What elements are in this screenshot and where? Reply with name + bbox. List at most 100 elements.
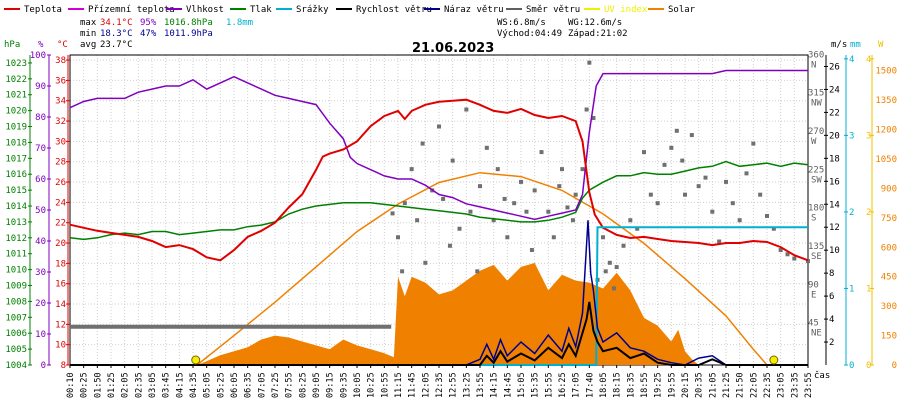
wind-direction-point: [765, 213, 769, 218]
ms-tick-label: 26: [829, 62, 840, 72]
x-tick-label: 23:55: [804, 372, 814, 398]
legend-item-vlhkost: Vlhkost: [166, 5, 224, 15]
legend-label-prizemni-teplota: Přízemní teplota: [88, 5, 175, 15]
wind-direction-point: [648, 192, 653, 197]
x-tick-label: 20:35: [695, 372, 705, 398]
degc-tick-label: 14: [55, 300, 66, 310]
x-tick-label: 02:05: [121, 372, 131, 398]
legend-item-srazky: Srážky: [276, 5, 329, 15]
x-tick-label: 18:15: [613, 372, 623, 398]
hpa-tick-label: 1016: [5, 170, 27, 180]
wind-direction-point: [744, 171, 749, 176]
hpa-tick-label: 1008: [5, 297, 27, 307]
wind-direction-point: [669, 145, 674, 150]
dir-tick-label: 45: [808, 319, 819, 329]
wind-direction-point: [415, 218, 420, 223]
x-tick-label: 12:05: [421, 372, 431, 398]
wind-direction-point: [642, 150, 646, 155]
pct-tick-label: 10: [35, 330, 46, 340]
dir-compass-label: S: [811, 214, 816, 224]
x-tick-label: 20:15: [681, 372, 691, 398]
solar-tick-label: 300: [881, 302, 897, 312]
legend-item-uv-index: UV index: [584, 5, 648, 15]
dir-tick-label: 135: [808, 242, 824, 252]
wind-direction-point: [573, 192, 578, 197]
wind-direction-point: [778, 248, 783, 253]
x-tick-label: 15:05: [517, 372, 527, 398]
axis-unit-degc: °C: [57, 40, 68, 50]
temperature-line: [69, 98, 809, 262]
uv-tick-label: 2: [866, 208, 871, 218]
wind-direction-point: [771, 226, 776, 231]
wind-direction-point: [557, 184, 562, 189]
wind-direction-point: [491, 218, 496, 223]
hpa-tick-label: 1011: [5, 250, 27, 260]
pct-tick-label: 50: [35, 206, 46, 216]
hpa-tick-label: 1012: [5, 234, 27, 244]
uv-tick-label: 3: [866, 131, 871, 141]
x-tick-label: 17:05: [572, 372, 582, 398]
stat-ws: WS:6.8m/s: [497, 18, 546, 28]
pressure-line: [69, 160, 809, 241]
stat-max-press: 1016.8hPa: [164, 18, 213, 28]
wind-direction-point: [785, 252, 790, 257]
x-tick-label: 08:25: [298, 372, 308, 398]
x-tick-label: 16:25: [558, 372, 568, 398]
degc-tick-label: 10: [55, 341, 66, 351]
x-tick-label: 14:45: [503, 372, 513, 398]
hpa-tick-label: 1005: [5, 345, 27, 355]
wind-direction-point: [502, 196, 507, 201]
solar-tick-label: 150: [881, 332, 897, 342]
mm-tick-label: 1: [849, 284, 854, 294]
x-tick-label: 06:05: [230, 372, 240, 398]
dir-compass-label: N: [811, 60, 816, 70]
ms-tick-label: 2: [829, 338, 834, 348]
mm-tick-label: 4: [849, 55, 854, 65]
wind-direction-point: [662, 162, 667, 167]
pct-tick-label: 90: [35, 82, 46, 92]
x-tick-label: 15:35: [531, 372, 541, 398]
wind-direction-point: [737, 218, 742, 223]
hpa-tick-label: 1009: [5, 282, 27, 292]
wind-direction-point: [441, 196, 446, 201]
pct-tick-label: 100: [30, 51, 46, 61]
wind-direction-point: [457, 226, 462, 231]
humidity-line: [69, 69, 808, 221]
degc-tick-label: 22: [55, 219, 66, 229]
x-tick-label: 04:35: [189, 372, 199, 398]
wind-direction-point: [635, 226, 640, 231]
hpa-tick-label: 1006: [5, 329, 27, 339]
wind-direction-point: [390, 211, 395, 216]
x-tick-label: 05:05: [203, 372, 213, 398]
degc-tick-label: 20: [55, 239, 66, 249]
wind-direction-point: [591, 116, 596, 121]
degc-tick-label: 12: [55, 320, 66, 330]
wind-direction-point: [751, 141, 756, 146]
uv-tick-label: 1: [866, 284, 871, 294]
solar-tick-label: 450: [881, 273, 897, 283]
x-tick-label: 10:05: [353, 372, 363, 398]
ms-tick-label: 8: [829, 269, 834, 279]
stat-max-rain: 1.8mm: [226, 18, 253, 28]
wind-direction-point: [587, 60, 592, 65]
wind-direction-point: [402, 201, 407, 206]
legend-label-vlhkost: Vlhkost: [186, 5, 224, 15]
stat-min-press: 1011.9hPa: [164, 29, 213, 39]
stat-max-temp: 34.1°C: [100, 18, 133, 28]
x-tick-label: 21:50: [736, 372, 746, 398]
x-tick-label: 12:55: [449, 372, 459, 398]
wind-direction-point: [603, 269, 608, 274]
wind-direction-point: [400, 269, 405, 274]
wind-direction-point: [532, 188, 537, 193]
wind-direction-point: [683, 192, 687, 197]
ms-tick-label: 12: [829, 223, 840, 233]
legend-item-tlak: Tlak: [230, 5, 272, 15]
stat-min-hum: 47%: [140, 29, 157, 39]
x-tick-label: 01:25: [107, 372, 117, 398]
wind-direction-point: [806, 259, 810, 264]
stat-avg-label: avg: [80, 40, 96, 50]
x-tick-label: 21:05: [708, 372, 718, 398]
dir-compass-label: SE: [811, 252, 822, 262]
wind-direction-point: [628, 218, 633, 223]
x-tick-label: 21:25: [722, 372, 732, 398]
